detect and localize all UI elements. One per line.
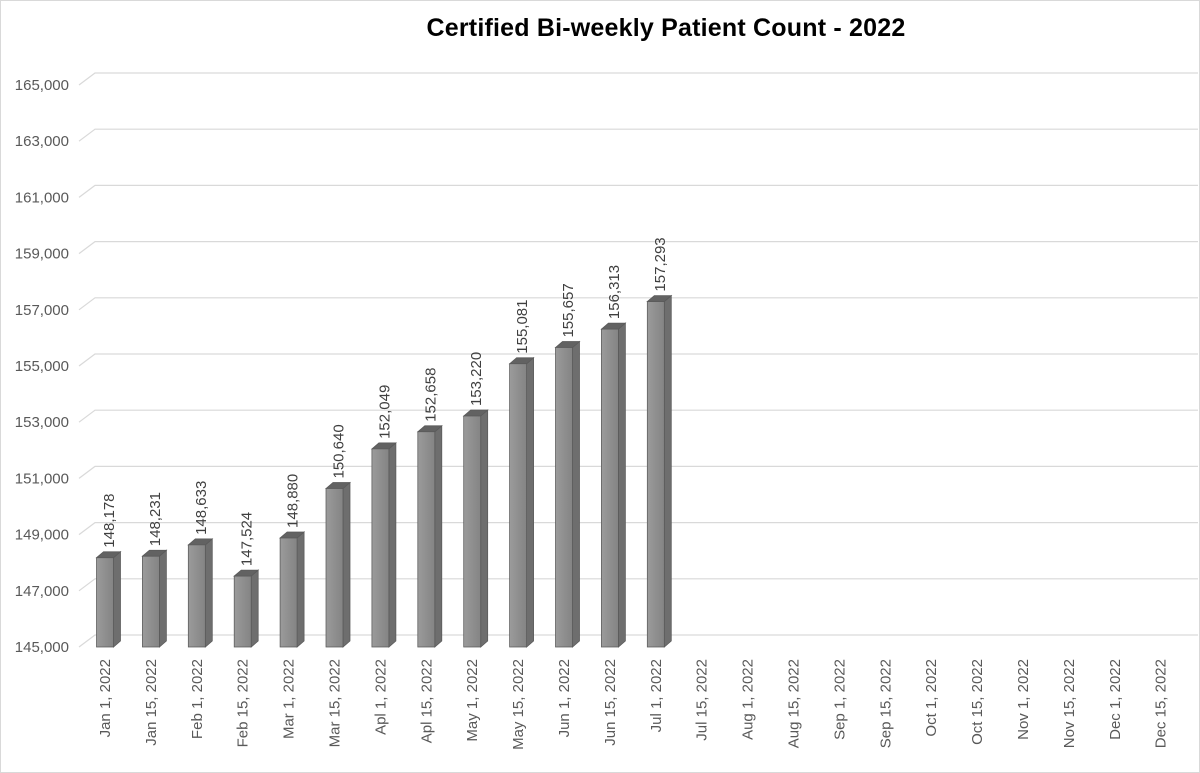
bar-side-face xyxy=(113,550,121,648)
gridline xyxy=(78,353,1198,367)
x-axis-tick-label: Aug 15, 2022 xyxy=(786,659,803,748)
x-axis-tick-label: Jul 1, 2022 xyxy=(648,659,665,732)
chart-title: Certified Bi-weekly Patient Count - 2022 xyxy=(426,14,906,42)
gridline xyxy=(78,522,1198,536)
y-axis-tick-label: 163,000 xyxy=(15,133,69,150)
bar-data-label: 152,049 xyxy=(376,385,393,439)
x-axis-tick-label: Nov 15, 2022 xyxy=(1061,659,1078,748)
bar-side-face xyxy=(342,481,351,648)
bar-front-face xyxy=(601,328,619,648)
y-axis-tick-label: 159,000 xyxy=(15,246,69,263)
x-axis-tick-label: Oct 1, 2022 xyxy=(923,659,940,737)
bar-data-label: 153,220 xyxy=(468,352,485,406)
bar-front-face xyxy=(279,537,298,648)
bar-side-face xyxy=(572,340,580,648)
bar-side-face xyxy=(434,424,443,648)
bar-data-label: 148,880 xyxy=(285,474,302,528)
y-axis-tick-label: 165,000 xyxy=(15,77,69,94)
bar-side-face xyxy=(480,409,489,648)
y-axis-tick-label: 145,000 xyxy=(15,639,69,656)
x-axis-tick-label: May 15, 2022 xyxy=(510,659,527,750)
gridline xyxy=(78,128,1198,142)
bar-front-face xyxy=(417,431,436,648)
bar-front-face xyxy=(233,575,252,648)
x-axis-tick-label: Apl 15, 2022 xyxy=(418,659,435,743)
gridline xyxy=(78,409,1198,423)
bar-front-face xyxy=(96,557,114,648)
bar-front-face xyxy=(555,347,573,648)
bar-data-label: 152,658 xyxy=(422,368,439,422)
bar-side-face xyxy=(296,531,305,648)
x-axis-tick-label: Apl 1, 2022 xyxy=(372,659,389,735)
bar-data-label: 148,633 xyxy=(193,481,210,535)
gridline xyxy=(78,634,1198,648)
bar-side-face xyxy=(204,538,213,648)
bar-front-face xyxy=(509,363,527,648)
y-axis-tick-label: 151,000 xyxy=(15,470,69,487)
bar-data-label: 148,178 xyxy=(101,493,118,547)
x-axis-tick-label: Feb 1, 2022 xyxy=(189,659,206,739)
gridline xyxy=(78,465,1198,479)
gridline xyxy=(78,72,1198,86)
bar-side-face xyxy=(618,322,626,648)
x-axis-tick-label: Jan 1, 2022 xyxy=(97,659,114,737)
y-axis-tick-label: 149,000 xyxy=(15,527,69,544)
x-axis-tick-label: Sep 15, 2022 xyxy=(877,659,894,748)
x-axis-tick-label: Mar 1, 2022 xyxy=(281,659,298,739)
bar-data-label: 148,231 xyxy=(147,492,164,546)
x-axis-tick-label: Sep 1, 2022 xyxy=(831,659,848,740)
gridline xyxy=(78,184,1198,198)
x-axis-tick-label: Jun 1, 2022 xyxy=(556,659,573,737)
y-axis-tick-label: 147,000 xyxy=(15,583,69,600)
x-axis-tick-label: Aug 1, 2022 xyxy=(740,659,757,740)
x-axis-tick-label: Jun 15, 2022 xyxy=(602,659,619,746)
y-axis-tick-label: 153,000 xyxy=(15,414,69,431)
x-axis-tick-label: Nov 1, 2022 xyxy=(1015,659,1032,740)
bar-side-face xyxy=(388,442,397,648)
gridline xyxy=(78,241,1198,255)
x-axis-tick-label: Oct 15, 2022 xyxy=(969,659,986,745)
bar-data-label: 155,081 xyxy=(514,299,531,353)
bar-side-face xyxy=(250,569,259,648)
bar-front-face xyxy=(463,415,482,648)
bar-front-face xyxy=(646,301,665,648)
y-axis-tick-label: 161,000 xyxy=(15,189,69,206)
bar-side-face xyxy=(159,549,167,648)
y-axis-tick-label: 157,000 xyxy=(15,302,69,319)
bar-side-face xyxy=(526,356,534,648)
gridline xyxy=(78,578,1198,592)
x-axis-tick-label: May 1, 2022 xyxy=(464,659,481,742)
bar-front-face xyxy=(325,488,344,648)
y-axis-tick-label: 155,000 xyxy=(15,358,69,375)
x-axis-tick-label: Jul 15, 2022 xyxy=(694,659,711,741)
x-axis-tick-label: Jan 15, 2022 xyxy=(143,659,160,746)
bar-front-face xyxy=(187,544,206,648)
x-axis-tick-label: Dec 15, 2022 xyxy=(1153,659,1170,748)
gridline xyxy=(78,297,1198,311)
bar-data-label: 147,524 xyxy=(239,512,256,566)
x-axis-tick-label: Feb 15, 2022 xyxy=(235,659,252,747)
x-axis-tick-label: Dec 1, 2022 xyxy=(1107,659,1124,740)
bar-data-label: 156,313 xyxy=(606,265,623,319)
bar-front-face xyxy=(142,555,160,648)
bar-front-face xyxy=(371,448,390,648)
bar-side-face xyxy=(663,294,672,648)
bar-data-label: 155,657 xyxy=(560,283,577,337)
bar-data-label: 150,640 xyxy=(331,424,348,478)
bar-data-label: 157,293 xyxy=(652,237,669,291)
x-axis-tick-label: Mar 15, 2022 xyxy=(327,659,344,747)
